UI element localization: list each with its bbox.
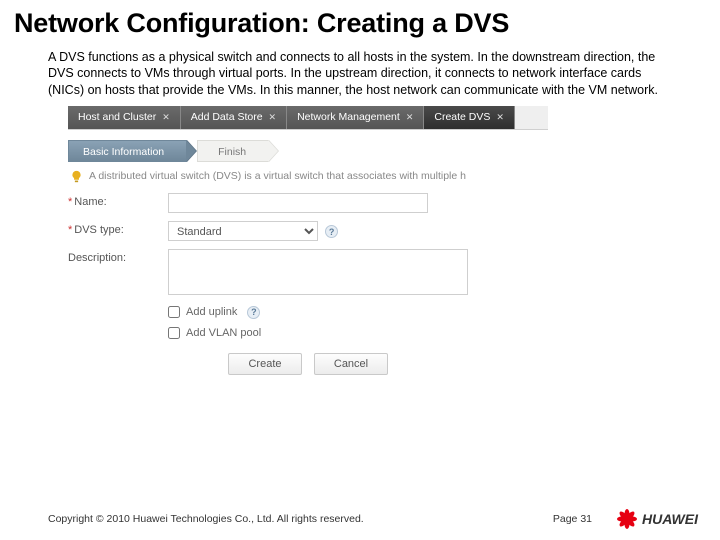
close-icon[interactable]: ✕ [269,112,277,123]
dvs-type-label: *DVS type: [68,221,158,236]
lightbulb-icon [70,170,83,183]
name-input[interactable] [168,193,428,213]
page-number: Page 31 [553,513,592,525]
description-textarea[interactable] [168,249,468,295]
tab-host-cluster[interactable]: Host and Cluster ✕ [68,106,181,129]
brand-text: HUAWEI [642,511,698,527]
add-uplink-checkbox[interactable] [168,306,180,318]
slide-footer: Copyright © 2010 Huawei Technologies Co.… [0,508,720,530]
step-label: Basic Information [83,146,164,158]
step-finish[interactable]: Finish [197,140,269,162]
slide-body-text: A DVS functions as a physical switch and… [0,45,720,106]
info-banner: A distributed virtual switch (DVS) is a … [70,170,548,183]
description-label: Description: [68,249,158,264]
close-icon[interactable]: ✕ [162,112,170,123]
wizard-steps: Basic Information Finish [68,140,548,162]
close-icon[interactable]: ✕ [496,112,504,123]
create-button[interactable]: Create [228,353,302,375]
copyright-text: Copyright © 2010 Huawei Technologies Co.… [48,513,364,525]
create-dvs-form: *Name: *DVS type: Standard ? Description… [68,193,548,375]
help-icon[interactable]: ? [325,225,338,238]
huawei-petals-icon [616,508,638,530]
tab-label: Host and Cluster [78,111,156,123]
app-screenshot: Host and Cluster ✕ Add Data Store ✕ Netw… [68,106,548,375]
dvs-type-select[interactable]: Standard [168,221,318,241]
help-icon[interactable]: ? [247,306,260,319]
name-label: *Name: [68,193,158,208]
tab-label: Create DVS [434,111,490,123]
tab-add-data-store[interactable]: Add Data Store ✕ [181,106,287,129]
cancel-button[interactable]: Cancel [314,353,388,375]
info-text: A distributed virtual switch (DVS) is a … [89,170,466,182]
tab-label: Network Management [297,111,400,123]
step-basic-information[interactable]: Basic Information [68,140,187,162]
add-uplink-label: Add uplink [186,306,237,318]
tab-bar: Host and Cluster ✕ Add Data Store ✕ Netw… [68,106,548,130]
slide-title: Network Configuration: Creating a DVS [0,0,720,45]
tab-network-management[interactable]: Network Management ✕ [287,106,424,129]
huawei-logo: HUAWEI [616,508,698,530]
add-vlan-pool-label: Add VLAN pool [186,327,261,339]
tab-create-dvs[interactable]: Create DVS ✕ [424,106,515,129]
tab-label: Add Data Store [191,111,263,123]
close-icon[interactable]: ✕ [406,112,414,123]
step-label: Finish [218,146,246,158]
add-vlan-pool-checkbox[interactable] [168,327,180,339]
